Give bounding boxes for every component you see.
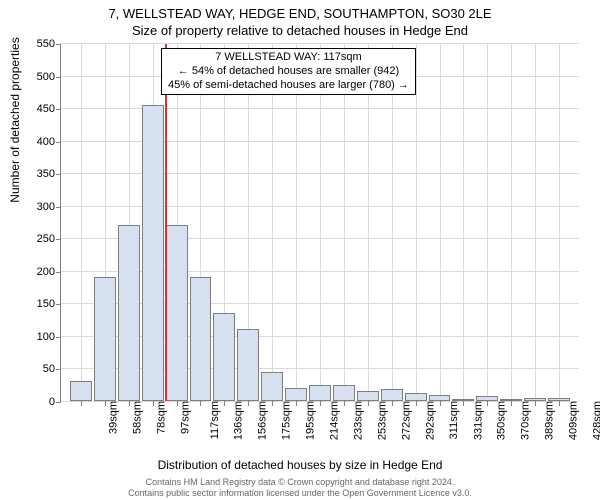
annotation-box: 7 WELLSTEAD WAY: 117sqm ← 54% of detache…: [161, 48, 416, 95]
xtick-label: 389sqm: [541, 401, 556, 440]
chart-title-line1: 7, WELLSTEAD WAY, HEDGE END, SOUTHAMPTON…: [0, 6, 600, 21]
marker-line: [165, 44, 167, 401]
xtick-label: 117sqm: [205, 401, 220, 439]
gridline-v: [535, 44, 536, 402]
xtick-label: 39sqm: [104, 401, 119, 434]
gridline-v: [559, 44, 560, 402]
gridline-v: [392, 44, 393, 402]
histogram-bar: [94, 277, 116, 401]
xtick-label: 311sqm: [444, 401, 459, 439]
xtick-label: 214sqm: [326, 401, 341, 440]
xtick-label: 292sqm: [421, 401, 436, 440]
histogram-bar: [142, 105, 164, 401]
histogram-bar: [381, 389, 403, 401]
annotation-line3: 45% of semi-detached houses are larger (…: [168, 79, 409, 93]
gridline-v: [368, 44, 369, 402]
xtick-label: 409sqm: [565, 401, 580, 440]
y-axis-label: Number of detached properties: [8, 0, 22, 350]
xtick-label: 156sqm: [254, 401, 269, 440]
xtick-label: 331sqm: [469, 401, 484, 440]
histogram-bar: [261, 372, 283, 401]
xtick-label: 136sqm: [230, 401, 245, 440]
histogram-bar: [190, 277, 212, 401]
gridline-v: [511, 44, 512, 402]
gridline-v: [416, 44, 417, 402]
annotation-line2: ← 54% of detached houses are smaller (94…: [168, 65, 409, 79]
histogram-bar: [237, 329, 259, 401]
plot-area: 05010015020025030035040045050055039sqm58…: [60, 44, 578, 402]
gridline-v: [320, 44, 321, 402]
histogram-bar: [213, 313, 235, 401]
gridline-v: [463, 44, 464, 402]
histogram-bar: [357, 391, 379, 401]
gridline-v: [272, 44, 273, 402]
xtick-label: 195sqm: [302, 401, 317, 440]
chart-container: { "title_line1": "7, WELLSTEAD WAY, HEDG…: [0, 0, 600, 500]
gridline-v: [296, 44, 297, 402]
xtick-label: 175sqm: [278, 401, 293, 440]
xtick-label: 428sqm: [589, 401, 600, 440]
xtick-label: 350sqm: [493, 401, 508, 440]
xtick-label: 272sqm: [397, 401, 412, 440]
histogram-bar: [285, 388, 307, 401]
gridline-v: [440, 44, 441, 402]
footer-line2: Contains public sector information licen…: [128, 488, 472, 498]
histogram-bar: [166, 225, 188, 401]
xtick-label: 78sqm: [152, 401, 167, 434]
histogram-bar: [118, 225, 140, 401]
xtick-label: 58sqm: [128, 401, 143, 434]
x-axis-label: Distribution of detached houses by size …: [0, 458, 600, 472]
gridline-v: [81, 44, 82, 402]
histogram-bar: [309, 385, 331, 401]
gridline-v: [344, 44, 345, 402]
xtick-label: 253sqm: [374, 401, 389, 440]
xtick-label: 233sqm: [350, 401, 365, 440]
xtick-label: 370sqm: [517, 401, 532, 440]
footer-line1: Contains HM Land Registry data © Crown c…: [146, 477, 455, 487]
histogram-bar: [333, 385, 355, 401]
gridline-v: [487, 44, 488, 402]
histogram-bar: [70, 381, 92, 401]
chart-title-line2: Size of property relative to detached ho…: [0, 23, 600, 38]
footer-text: Contains HM Land Registry data © Crown c…: [0, 477, 600, 498]
annotation-line1: 7 WELLSTEAD WAY: 117sqm: [168, 51, 409, 65]
histogram-bar: [405, 393, 427, 401]
xtick-label: 97sqm: [176, 401, 191, 434]
